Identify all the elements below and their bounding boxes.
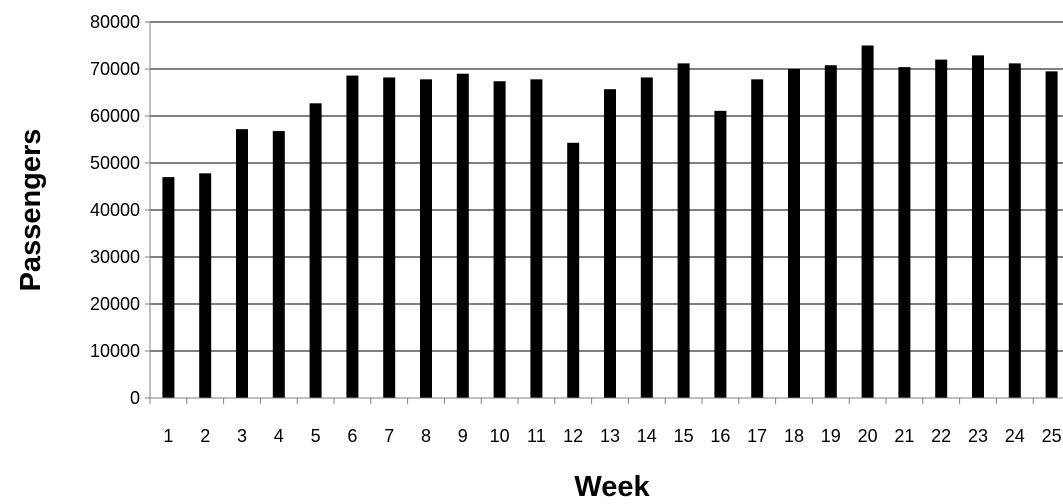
bar-week-1 <box>162 177 175 398</box>
x-tick-label: 25 <box>1042 426 1062 446</box>
x-tick-label: 9 <box>458 426 468 446</box>
axes <box>145 21 1063 404</box>
y-tick-label: 0 <box>130 388 140 408</box>
x-tick-label: 6 <box>347 426 357 446</box>
y-tick-label: 20000 <box>90 294 140 314</box>
x-tick-label: 14 <box>637 426 657 446</box>
x-tick-label: 24 <box>1005 426 1025 446</box>
tick-labels: 0 10000 20000 30000 40000 50000 60000 70000 8000… <box>90 12 1062 446</box>
x-tick-label: 21 <box>894 426 914 446</box>
x-tick-label: 22 <box>931 426 951 446</box>
bar-week-12 <box>567 142 580 398</box>
x-tick-label: 3 <box>237 426 247 446</box>
y-tick-label: 40000 <box>90 200 140 220</box>
bar-week-6 <box>346 75 359 398</box>
x-tick-label: 11 <box>527 426 546 446</box>
bar-week-17 <box>751 79 764 398</box>
x-tick-label: 1 <box>163 426 173 446</box>
bar-week-14 <box>640 77 653 399</box>
bar-week-2 <box>199 173 212 398</box>
x-tick-label: 23 <box>968 426 988 446</box>
x-tick-label: 7 <box>384 426 394 446</box>
bar-week-19 <box>824 65 837 399</box>
x-tick-label: 20 <box>858 426 878 446</box>
x-tick-label: 4 <box>274 426 284 446</box>
bar-week-24 <box>1008 63 1021 399</box>
x-tick-label: 19 <box>821 426 841 446</box>
bar-week-23 <box>972 55 984 399</box>
bars <box>162 45 1058 399</box>
x-tick-label: 18 <box>784 426 804 446</box>
x-tick-label: 8 <box>421 426 431 446</box>
y-tick-label: 30000 <box>90 247 140 267</box>
x-tick-label: 10 <box>490 426 510 446</box>
bar-week-9 <box>456 73 469 398</box>
bar-week-13 <box>604 89 616 399</box>
bar-week-16 <box>714 110 727 398</box>
bar-week-25 <box>1045 71 1058 398</box>
bar-week-10 <box>493 81 506 398</box>
bar-week-15 <box>677 63 690 399</box>
x-tick-label: 15 <box>674 426 694 446</box>
y-axis-title: Passengers <box>15 129 47 292</box>
y-tick-label: 10000 <box>90 341 140 361</box>
bar-week-7 <box>383 77 396 399</box>
bar-week-20 <box>861 45 874 398</box>
x-tick-label: 16 <box>710 426 730 446</box>
y-tick-label: 80000 <box>90 12 140 32</box>
y-tick-label: 60000 <box>90 106 140 126</box>
y-tick-label: 70000 <box>90 59 140 79</box>
bar-week-8 <box>420 79 432 398</box>
bar-week-21 <box>898 67 911 399</box>
bar-week-18 <box>788 69 800 398</box>
x-tick-label: 17 <box>747 426 767 446</box>
x-tick-label: 13 <box>600 426 620 446</box>
bar-week-22 <box>935 59 948 398</box>
bar-week-4 <box>272 131 285 399</box>
x-tick-label: 5 <box>311 426 321 446</box>
x-tick-label: 12 <box>563 426 583 446</box>
y-tick-label: 50000 <box>90 153 140 173</box>
bar-week-5 <box>309 103 322 398</box>
bar-week-11 <box>530 79 543 398</box>
x-axis-title: Week <box>574 471 650 503</box>
bar-week-3 <box>236 129 248 398</box>
x-tick-label: 2 <box>200 426 210 446</box>
